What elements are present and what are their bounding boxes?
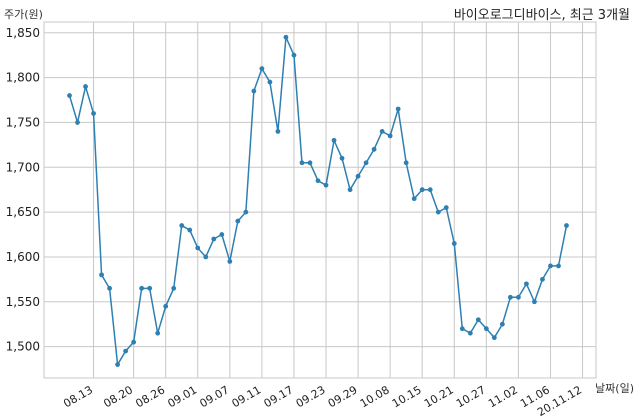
x-tick-label: 09.11 (230, 383, 264, 410)
data-point (355, 173, 361, 179)
data-point (123, 348, 129, 354)
data-point (163, 303, 169, 309)
y-tick-label: 1,750 (6, 115, 40, 129)
x-tick-label: 09.17 (262, 383, 296, 410)
data-point (307, 160, 313, 166)
data-point (243, 209, 249, 215)
x-tick-label: 09.07 (198, 383, 232, 410)
data-point (291, 52, 297, 58)
x-tick-label: 10.15 (390, 383, 424, 410)
data-point (475, 317, 481, 323)
x-axis-label: 날짜(일) (595, 382, 634, 395)
data-point (171, 285, 177, 291)
y-axis-label: 주가(원) (4, 8, 43, 21)
data-point (548, 263, 553, 269)
data-point (315, 178, 321, 184)
data-point (435, 209, 441, 215)
data-point (331, 137, 337, 143)
data-point (467, 330, 473, 336)
x-tick-label: 08.26 (133, 383, 167, 410)
data-point (107, 285, 112, 291)
chart-title: 바이오로그디바이스, 최근 3개월 (453, 8, 630, 23)
data-point (219, 232, 225, 237)
data-point (411, 196, 417, 202)
data-point (91, 111, 96, 116)
x-tick-label: 09.23 (294, 383, 328, 410)
data-point (259, 66, 265, 72)
data-point (532, 299, 537, 305)
x-tick-label: 09.29 (326, 383, 360, 410)
x-tick-label: 08.13 (61, 383, 95, 410)
data-point (155, 330, 161, 336)
plot-area (43, 21, 597, 379)
data-point (283, 34, 289, 40)
data-point (115, 362, 120, 367)
data-point (131, 339, 137, 345)
data-point (564, 223, 569, 228)
data-point (516, 294, 521, 300)
data-point (403, 160, 409, 166)
x-tick-label: 08.20 (101, 383, 135, 410)
data-point (499, 321, 505, 327)
x-tick-label: 10.27 (454, 383, 488, 410)
data-point (459, 326, 465, 332)
data-point (187, 227, 193, 233)
x-tick-label: 09.01 (165, 383, 199, 410)
data-point (387, 133, 393, 139)
series-line (68, 36, 568, 367)
data-point (556, 263, 561, 269)
data-point (235, 218, 241, 224)
data-point (419, 187, 425, 193)
data-point (524, 281, 529, 287)
data-point (139, 285, 145, 291)
data-point (147, 285, 153, 291)
data-point (339, 155, 345, 161)
y-tick-label: 1,600 (6, 250, 40, 264)
data-point (443, 205, 449, 211)
y-tick-label: 1,550 (6, 295, 40, 309)
data-point (251, 88, 257, 94)
y-tick-label: 1,500 (6, 340, 40, 354)
data-point (227, 259, 233, 264)
data-point (75, 120, 80, 125)
x-tick-label: 10.08 (358, 383, 392, 410)
data-point (299, 160, 305, 166)
data-point (395, 106, 401, 112)
y-tick-label: 1,850 (6, 26, 40, 40)
data-point (347, 187, 353, 193)
x-tick-label: 10.21 (422, 383, 456, 410)
data-point (427, 187, 433, 193)
data-point (483, 326, 489, 332)
data-point (83, 84, 88, 89)
data-point (363, 160, 369, 166)
data-point (491, 335, 497, 341)
data-point (323, 182, 329, 188)
data-point (179, 223, 185, 228)
x-tick-label: 11.02 (486, 383, 520, 410)
data-point (540, 276, 545, 282)
y-tick-label: 1,650 (6, 205, 40, 219)
data-point (99, 272, 104, 278)
data-point (371, 146, 377, 152)
y-tick-label: 1,700 (6, 160, 40, 174)
data-point (275, 129, 281, 134)
data-point (203, 254, 209, 260)
data-point (507, 294, 513, 300)
data-point (267, 79, 273, 85)
data-point (211, 236, 217, 242)
data-point (195, 245, 201, 251)
data-point (379, 129, 385, 134)
data-point (451, 241, 457, 246)
y-tick-label: 1,800 (6, 71, 40, 85)
data-point (67, 93, 72, 98)
